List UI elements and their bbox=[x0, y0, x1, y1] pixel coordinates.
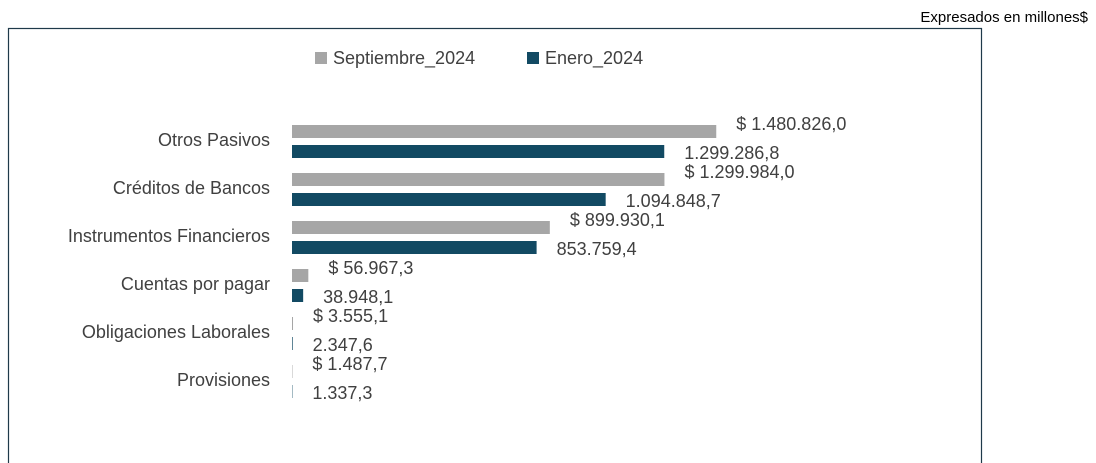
legend-label: Enero_2024 bbox=[545, 48, 643, 69]
data-label: 853.759,4 bbox=[557, 239, 637, 259]
note: Expresados en millones$ bbox=[920, 9, 1088, 26]
bar bbox=[292, 289, 304, 302]
bar bbox=[292, 221, 550, 234]
data-label: 1.299.286,8 bbox=[684, 143, 779, 163]
y-tick-label: Obligaciones Laborales bbox=[82, 322, 270, 342]
y-tick-label: Provisiones bbox=[177, 370, 270, 390]
data-label: $ 1.299.984,0 bbox=[684, 162, 794, 182]
data-label: 38.948,1 bbox=[323, 287, 393, 307]
chart-frame bbox=[7, 27, 983, 463]
bar bbox=[292, 269, 309, 282]
bar bbox=[292, 241, 537, 254]
data-label: $ 1.480.826,0 bbox=[736, 114, 846, 134]
legend-label: Septiembre_2024 bbox=[333, 48, 475, 69]
data-label: $ 899.930,1 bbox=[570, 210, 665, 230]
data-label: 1.094.848,7 bbox=[626, 191, 721, 211]
data-label: 2.347,6 bbox=[313, 335, 373, 355]
y-tick-label: Otros Pasivos bbox=[158, 130, 270, 150]
y-tick-label: Cuentas por pagar bbox=[121, 274, 270, 294]
data-label: $ 56.967,3 bbox=[328, 258, 413, 278]
y-tick-label: Créditos de Bancos bbox=[113, 178, 270, 198]
data-label: 1.337,3 bbox=[312, 383, 372, 403]
data-label: $ 1.487,7 bbox=[312, 354, 387, 374]
bar bbox=[292, 145, 665, 158]
bar bbox=[292, 193, 606, 206]
legend-swatch bbox=[315, 52, 327, 64]
data-label: $ 3.555,1 bbox=[313, 306, 388, 326]
legend-swatch bbox=[527, 52, 539, 64]
bar bbox=[292, 337, 293, 350]
y-tick-label: Instrumentos Financieros bbox=[68, 226, 270, 246]
bar bbox=[292, 173, 665, 186]
bar bbox=[292, 317, 294, 330]
bar bbox=[292, 125, 717, 138]
